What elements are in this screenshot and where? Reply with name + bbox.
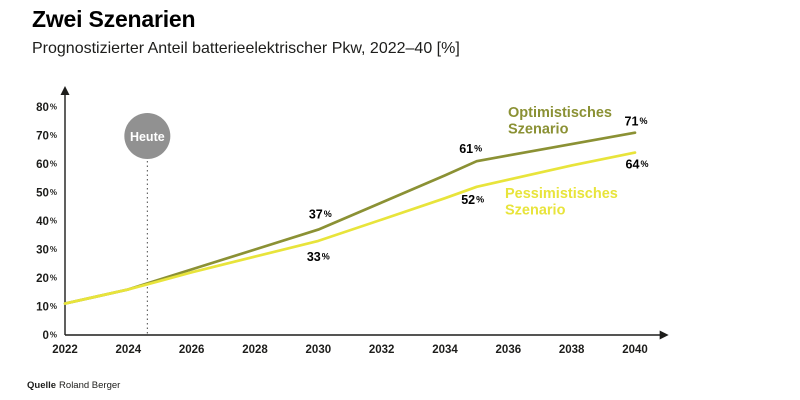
chart-header: Zwei Szenarien Prognostizierter Anteil b… — [32, 6, 460, 58]
data-label-pessimistic-2040: 64% — [626, 158, 649, 172]
series-line-pessimistic — [63, 151, 637, 305]
x-tick-label: 2038 — [559, 344, 585, 356]
x-tick-label: 2028 — [242, 344, 268, 356]
x-tick-label: 2026 — [179, 344, 205, 356]
y-tick-label: 0% — [42, 330, 57, 342]
x-tick-label: 2032 — [369, 344, 395, 356]
x-tick-label: 2024 — [116, 344, 142, 356]
y-tick-label: 40% — [36, 216, 57, 228]
data-label-pessimistic-2035: 52% — [461, 193, 484, 207]
source-value: Roland Berger — [59, 380, 121, 391]
y-tick-label: 70% — [36, 131, 57, 143]
y-tick-label: 30% — [36, 245, 57, 257]
x-tick-label: 2030 — [306, 344, 332, 356]
y-tick-label: 10% — [36, 302, 57, 314]
y-tick-label: 80% — [36, 102, 57, 114]
x-tick-label: 2036 — [496, 344, 522, 356]
x-axis-arrow-icon — [659, 330, 669, 340]
today-marker-label: Heute — [130, 130, 165, 144]
y-tick-label: 20% — [36, 273, 57, 285]
data-label-optimistic-2030: 37% — [309, 208, 332, 222]
y-tick-label: 50% — [36, 188, 57, 200]
data-label-optimistic-2040: 71% — [625, 115, 648, 129]
source-label: Quelle — [27, 380, 57, 391]
page-title: Zwei Szenarien — [32, 6, 196, 32]
y-tick-label: 60% — [36, 159, 57, 171]
data-label-optimistic-2035: 61% — [459, 142, 482, 156]
x-tick-label: 2034 — [432, 344, 458, 356]
page-subtitle: Prognostizierter Anteil batterieelektris… — [32, 40, 460, 57]
x-tick-label: 2022 — [52, 344, 78, 356]
x-tick-label: 2040 — [622, 344, 648, 356]
source-line: Quelle Roland Berger — [27, 380, 120, 391]
legend-label-optimistic: Optimistisches Szenario — [508, 105, 612, 138]
y-axis-arrow-icon — [60, 86, 70, 95]
data-label-pessimistic-2030: 33% — [307, 250, 330, 264]
legend-label-pessimistic: Pessimistisches Szenario — [505, 186, 618, 219]
today-marker-circle — [124, 113, 171, 159]
